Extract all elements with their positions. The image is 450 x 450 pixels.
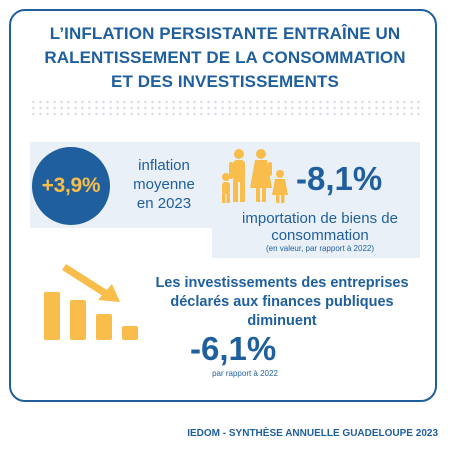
family-icon [222,149,288,203]
inflation-label-line-3: en 2023 [136,195,192,212]
down-arrow-icon [62,264,120,302]
inflation-badge: +3,9% [32,147,110,225]
imports-label-line-1: importation de biens de [242,210,398,227]
investments-title: Les investissements des entreprises décl… [132,274,432,331]
inflation-label-line-1: inflation [138,157,190,174]
investments-title-line-1: Les investissements des entreprises [155,275,409,291]
imports-label: importation de biens de consommation [220,210,420,244]
content-frame [9,9,437,402]
title-line-3: ET DES INVESTISSEMENTS [111,72,339,91]
dotted-divider [30,99,420,115]
investments-title-line-2: déclarés aux finances publiques [170,294,394,310]
inflation-value: +3,9% [41,174,101,197]
title-line-1: L’INFLATION PERSISTANTE ENTRAÎNE UN [49,24,401,43]
footer-source: IEDOM - SYNTHÈSE ANNUELLE GUADELOUPE 202… [187,428,438,439]
inflation-label-line-2: moyenne [133,176,195,193]
declining-bars-icon [44,264,138,340]
title-line-2: RALENTISSEMENT DE LA CONSOMMATION [44,48,406,67]
inflation-label: inflation moyenne en 2023 [116,156,212,213]
investments-title-line-3: diminuent [247,313,317,329]
imports-value: -8,1% [296,160,383,197]
page-title: L’INFLATION PERSISTANTE ENTRAÎNE UN RALE… [20,22,430,94]
investments-note: par rapport à 2022 [212,369,278,378]
investments-value: -6,1% [190,330,277,367]
imports-label-line-2: consommation [271,227,369,244]
imports-panel [212,142,420,258]
imports-note: (en valeur, par rapport à 2022) [265,244,375,253]
